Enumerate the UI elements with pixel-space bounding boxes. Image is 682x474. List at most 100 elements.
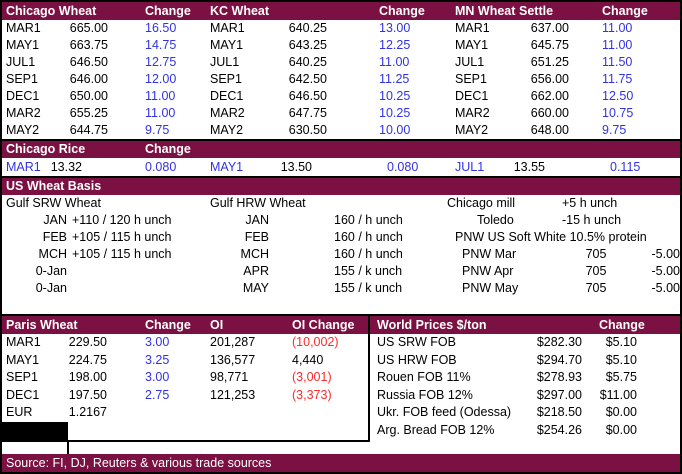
paris-oi-cell: 201,287 [210,335,256,349]
srw-month-cell: JAN [43,213,67,227]
basis-header-bar: US Wheat Basis [2,178,680,195]
srw-month-cell: 0-Jan [35,281,67,295]
chicago-settle-cell: 663.75 [69,38,108,52]
pnw-change-cell: -5.00 [651,247,681,261]
kc-change-cell: 11.00 [379,55,410,69]
paris-oi-cell: 136,577 [210,352,256,367]
filled-black-cell [2,422,68,442]
pnw-note: PNW US Soft White 10.5% protein [455,230,647,244]
world-market-label: Rouen FOB 11% [377,370,471,385]
oi-change-header: OI Change [292,318,355,332]
world-price-cell: $294.70 [536,352,582,367]
futures-row: MAY1 663.75 14.75 MAY1 643.25 12.25 MAY1… [2,37,680,54]
toledo-value: -15 h unch [562,213,622,227]
chicago-change-cell: 12.75 [145,55,177,69]
hrw-month-cell: JAN [245,213,269,227]
divider-line [2,314,680,316]
rice-row: MAR1 13.32 0.080 MAY1 13.50 0.080 JUL1 1… [2,159,680,176]
mn-month-cell: JUL1 [455,55,485,69]
kc-month-cell: MAR2 [210,106,245,120]
divider-line [2,139,680,141]
world-change-cell: $5.10 [605,352,637,367]
paris-row: DEC1 197.50 2.75 121,253 (3,373) [2,387,680,405]
world-rows: US SRW FOB $282.30 $5.10 US HRW FOB $294… [2,334,680,440]
world-market-label: Ukr. FOB feed (Odessa) [377,405,512,420]
basis-row: Gulf SRW Wheat Gulf HRW Wheat Chicago mi… [2,195,680,212]
mn-change-cell: 11.00 [602,38,633,52]
paris-settle-cell: 197.50 [68,387,107,402]
left-column-border [67,440,69,454]
rice-change-cell: 0.115 [610,160,641,174]
pnw-price-cell: 705 [585,281,607,295]
world-prices-header: World Prices $/ton [377,318,487,332]
world-price-row: Russia FOB 12% $297.00 $11.00 [2,387,680,405]
paris-month-cell: DEC1 [6,387,40,402]
kc-settle-cell: 640.25 [288,55,327,69]
kc-wheat-header: KC Wheat [210,4,270,18]
chicago-wheat-header: Chicago Wheat [6,4,97,18]
world-price-cell: $278.93 [536,370,582,385]
paris-settle-cell: 224.75 [68,352,107,367]
futures-header-bar: Chicago Wheat Change KC Wheat Change MN … [2,2,680,20]
futures-row: MAR1 665.00 16.50 MAR1 640.25 13.00 MAR1… [2,20,680,37]
mn-month-cell: MAY2 [455,123,489,137]
world-price-cell: $297.00 [536,387,582,402]
mn-settle-header: Settle [519,4,554,18]
kc-settle-cell: 646.50 [288,89,327,103]
mn-change-cell: 11.00 [602,21,633,35]
pnw-price-cell: 705 [585,247,607,261]
mn-settle-cell: 656.00 [530,72,569,86]
chicago-month-cell: DEC1 [6,89,40,103]
world-price-row: US HRW FOB $294.70 $5.10 [2,352,680,370]
mn-change-cell: 12.50 [602,89,634,103]
chicago-mill-value: +5 h unch [562,196,618,210]
chicago-settle-cell: 650.00 [69,89,108,103]
world-change-cell: $5.75 [605,370,637,385]
world-market-label: US SRW FOB [377,335,456,349]
kc-change-cell: 13.00 [379,21,411,35]
mn-change-cell: 11.75 [602,72,633,86]
divider-line [2,176,680,178]
basis-row: MCH +105 / 115 h unch MCH 160 / h unch P… [2,246,680,263]
paris-oi-change-cell: (3,373) [292,387,332,402]
world-market-label: US HRW FOB [377,352,457,367]
rice-change-cell: 0.080 [387,160,419,174]
world-change-cell: $11.00 [599,387,637,402]
chicago-settle-cell: 665.00 [69,21,108,35]
futures-rows: MAR1 665.00 16.50 MAR1 640.25 13.00 MAR1… [2,20,680,139]
world-change-cell: $0.00 [605,422,637,437]
srw-basis-cell: +105 / 115 h unch [72,247,172,261]
mn-settle-cell: 645.75 [530,38,569,52]
paris-oi-cell: 121,253 [210,387,256,402]
kc-settle-cell: 642.50 [288,72,327,86]
hrw-basis-cell: 155 / k unch [334,264,403,278]
paris-section-bottom-border [2,440,370,442]
pnw-change-cell: -5.00 [651,281,681,295]
gulf-srw-title: Gulf SRW Wheat [6,196,101,210]
rice-month-cell: MAY1 [210,160,244,174]
paris-change-cell: 3.00 [145,370,170,385]
basis-row: FEB +105 / 115 h unch FEB 160 / h unch P… [2,229,680,246]
chicago-month-cell: MAY2 [6,123,40,137]
chicago-settle-cell: 646.00 [69,72,108,86]
world-price-row: Rouen FOB 11% $278.93 $5.75 [2,369,680,387]
gulf-hrw-title: Gulf HRW Wheat [210,196,306,210]
basis-row: 0-Jan APR 155 / k unch PNW Apr 705 -5.00 [2,263,680,280]
rice-change-cell: 0.080 [145,160,177,174]
pnw-label: PNW May [462,281,519,295]
basis-row: JAN +110 / 120 h unch JAN 160 / h unch T… [2,212,680,229]
chicago-month-cell: JUL1 [6,55,36,69]
futures-row: MAR2 655.25 11.00 MAR2 647.75 10.25 MAR2… [2,105,680,122]
chicago-change-cell: 11.00 [145,89,176,103]
pnw-label: PNW Apr [462,264,514,278]
pnw-change-cell: -5.00 [651,264,681,278]
kc-change-cell: 10.25 [379,106,411,120]
world-market-label: Russia FOB 12% [377,387,473,402]
world-price-row: US SRW FOB $282.30 $5.10 [2,334,680,352]
kc-change-header: Change [379,4,425,18]
pnw-price-cell: 705 [585,264,607,278]
world-price-row: Ukr. FOB feed (Odessa) $218.50 $0.00 [2,404,680,422]
kc-month-cell: JUL1 [210,55,240,69]
kc-settle-cell: 640.25 [288,21,327,35]
rice-price-cell: 13.32 [50,160,82,174]
